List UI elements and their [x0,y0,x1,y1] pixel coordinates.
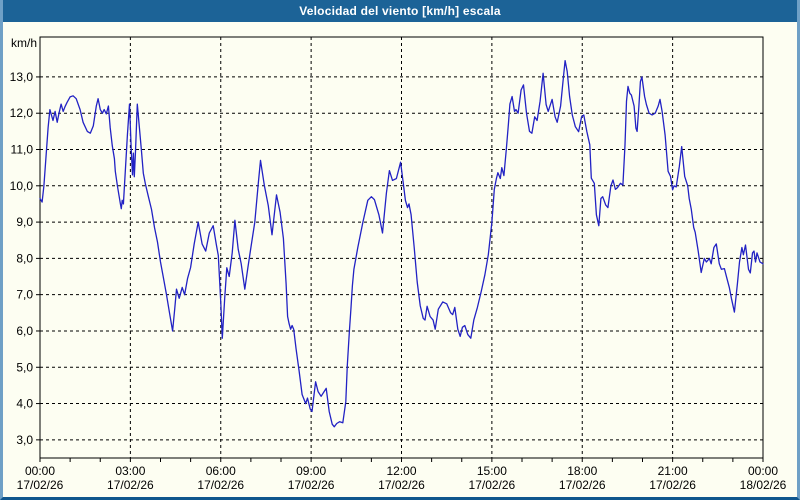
svg-text:10,0: 10,0 [10,179,34,193]
svg-text:17/02/26: 17/02/26 [288,478,335,492]
svg-text:17/02/26: 17/02/26 [17,478,64,492]
svg-text:7,0: 7,0 [16,288,33,302]
svg-text:21:00: 21:00 [658,464,688,478]
svg-text:17/02/26: 17/02/26 [197,478,244,492]
svg-text:00:00: 00:00 [25,464,55,478]
svg-text:12:00: 12:00 [386,464,416,478]
chart-title-bar: Velocidad del viento [km/h] escala [3,0,797,22]
wind-speed-chart: 13,0 12,0 11,0 10,0 9,0 8,0 7,0 6,0 5,0 4,0 3,0 00:… [10,36,787,492]
svg-text:18:00: 18:00 [567,464,597,478]
svg-text:12,0: 12,0 [10,106,34,120]
svg-text:8,0: 8,0 [16,251,33,265]
svg-text:17/02/26: 17/02/26 [559,478,606,492]
svg-text:17/02/26: 17/02/26 [469,478,516,492]
svg-text:15:00: 15:00 [477,464,507,478]
svg-text:03:00: 03:00 [115,464,145,478]
svg-text:00:00: 00:00 [748,464,778,478]
svg-text:5,0: 5,0 [16,360,33,374]
chart-title: Velocidad del viento [km/h] escala [299,4,501,18]
svg-text:11,0: 11,0 [11,143,34,157]
svg-text:17/02/26: 17/02/26 [649,478,696,492]
svg-text:9,0: 9,0 [16,215,33,229]
svg-text:17/02/26: 17/02/26 [107,478,154,492]
svg-text:13,0: 13,0 [10,70,34,84]
svg-text:17/02/26: 17/02/26 [378,478,425,492]
chart-area: 13,0 12,0 11,0 10,0 9,0 8,0 7,0 6,0 5,0 4,0 3,0 00:… [3,22,797,497]
svg-text:km/h: km/h [11,36,37,50]
svg-text:18/02/26: 18/02/26 [740,478,787,492]
svg-text:09:00: 09:00 [296,464,326,478]
svg-text:4,0: 4,0 [16,397,33,411]
svg-text:06:00: 06:00 [206,464,236,478]
svg-text:3,0: 3,0 [16,433,33,447]
svg-text:6,0: 6,0 [16,324,33,338]
